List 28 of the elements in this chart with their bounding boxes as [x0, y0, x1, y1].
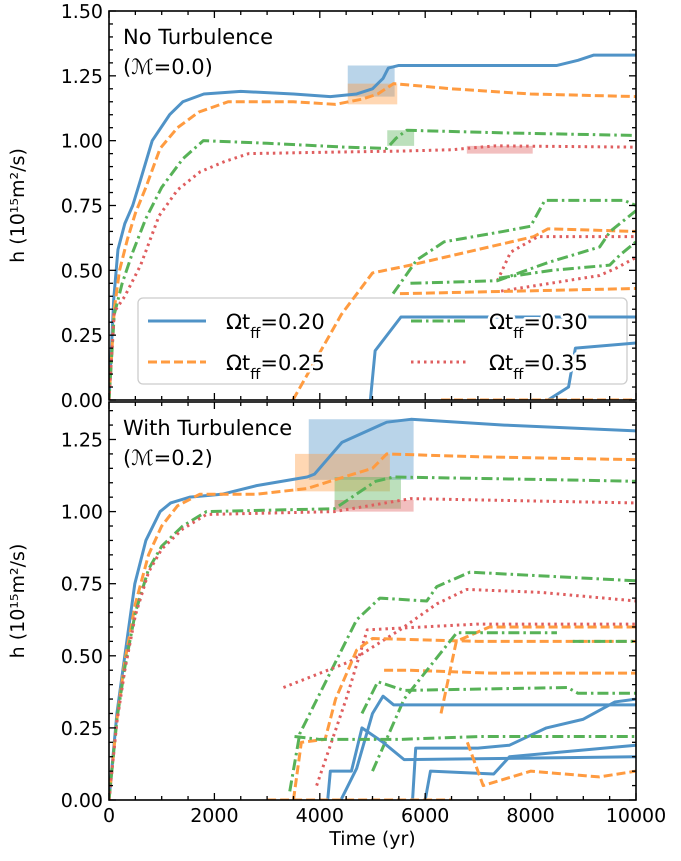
y-tick-label: 1.00 [60, 130, 103, 153]
y-tick-label: 1.25 [60, 66, 103, 88]
y-axis-title: h (10¹⁵m²/s) [7, 148, 29, 263]
x-tick-label: 8000 [506, 805, 555, 827]
y-tick-label: 0.25 [60, 718, 103, 740]
y-tick-label: 1.50 [60, 1, 103, 23]
x-tick-label: 2000 [190, 805, 239, 827]
y-tick-label: 0.00 [60, 390, 103, 412]
annotation: With Turbulence [123, 416, 292, 440]
x-tick-label: 0 [102, 805, 116, 827]
x-axis-title: Time (yr) [328, 828, 416, 850]
y-axis-title: h (10¹⁵m²/s) [7, 544, 29, 658]
legend-label: Ωt$_{ff}$=0.20 [226, 310, 325, 342]
annotation: No Turbulence [123, 25, 273, 49]
x-tick-label: 10000 [606, 805, 666, 827]
y-tick-label: 0.75 [60, 574, 103, 596]
y-tick-label: 0.25 [60, 325, 103, 348]
x-tick-label: 4000 [296, 805, 344, 827]
y-tick-label: 1.25 [60, 429, 103, 452]
y-tick-label: 0.50 [60, 260, 103, 282]
annotation: (ℳ=0.2) [123, 446, 213, 470]
legend-label: Ωt$_{ff}$=0.25 [226, 351, 325, 382]
y-tick-label: 0.00 [60, 790, 103, 812]
x-tick-label: 6000 [401, 805, 450, 827]
y-tick-label: 1.00 [60, 502, 103, 524]
y-tick-label: 0.50 [60, 646, 103, 668]
y-tick-label: 0.75 [60, 196, 103, 218]
annotation: (ℳ=0.0) [123, 55, 213, 79]
